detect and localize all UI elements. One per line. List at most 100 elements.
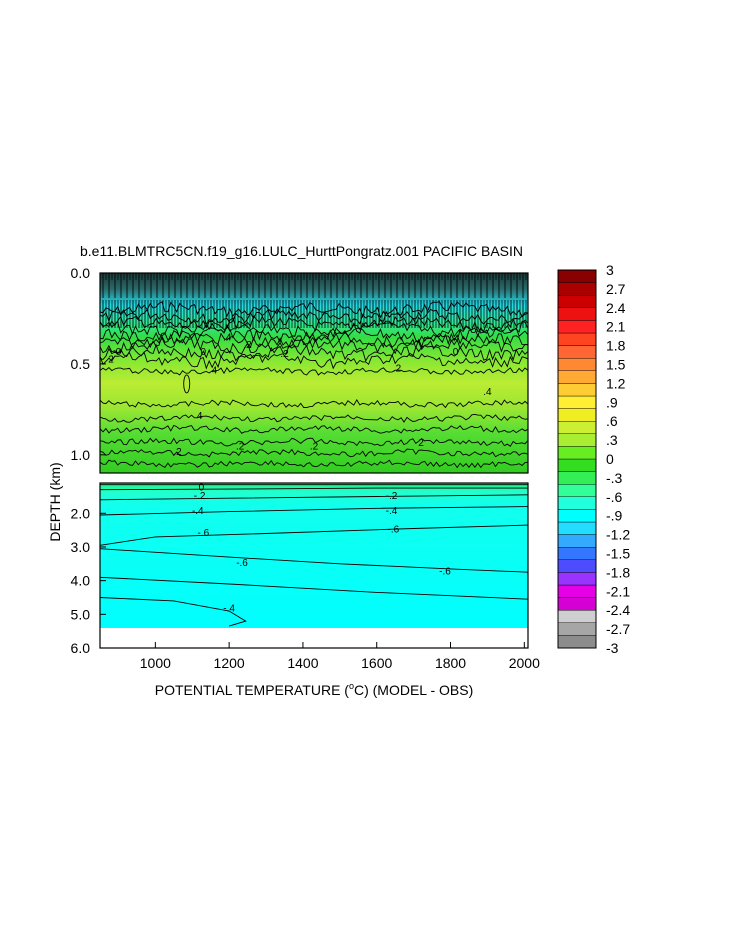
colorbar-swatch [557,282,597,296]
colorbar-swatch [557,622,597,636]
colorbar-label: -1.8 [606,564,630,580]
upper-contour-line [99,320,529,339]
contour-label: .4 [223,333,232,344]
x-axis-label: POTENTIAL TEMPERATURE (oC) (MODEL - OBS) [155,681,474,698]
upper-contour-ellipse [183,374,191,394]
colorbar-label: -1.5 [606,546,630,562]
y-axis-upper: 0.0 0.5 1.0 [71,265,106,463]
colorbar-label: .3 [606,432,618,448]
upper-contour-line [99,337,529,355]
contour-label: -.2 [386,491,398,502]
lower-contour-line [99,524,529,546]
contour-label: 4 [197,411,203,422]
colorbar-label: -.9 [606,508,623,524]
upper-contour-line [99,424,529,434]
colorbar-swatch [557,307,597,321]
upper-contour-line [99,343,529,363]
x-axis-label-main: POTENTIAL TEMPERATURE ( [155,682,350,698]
colorbar-swatch [557,320,597,334]
y-tick-label: 4.0 [71,573,91,589]
contour-label: .0 [450,347,459,358]
colorbar-label: -.6 [606,489,623,505]
colorbar-swatch [557,496,597,510]
x-axis-label-sup: o [349,681,354,691]
upper-contour-line [99,308,529,326]
contour-label: 2 [108,354,114,365]
colorbar-label: 1.2 [606,375,626,391]
colorbar-swatch [557,395,597,409]
x-tick-label: 1400 [287,655,318,671]
y-tick-label: 6.0 [71,640,91,656]
colorbar-swatch [557,383,597,397]
upper-contour-line [99,315,529,333]
contour-label: -.4 [223,604,235,615]
upper-contour-line [99,413,529,423]
colorbar [557,269,597,649]
chart-title: b.e11.BLMTRC5CN.f19_g16.LULC_HurttPongra… [80,243,523,259]
lower-contour-line [99,548,529,573]
y-tick-label: 5.0 [71,606,91,622]
lower-panel: 0-.2 -.2-.4 -.4-.6 -.6-.6-.6-.4 [99,482,529,649]
y-tick-label: 0.0 [71,265,91,281]
upper-contour-line [99,331,529,350]
contour-label: .2 [243,340,252,351]
lower-contour-line [99,576,529,600]
lower-contour-lines [99,484,529,627]
colorbar-labels: 3 2.7 2.4 2.1 1.8 1.5 1.2 .9 .6 .3 0 -.3 -.6 -.9 -1.2 -… [606,262,630,656]
colorbar-swatch [557,295,597,309]
colorbar-label: -.3 [606,470,623,486]
x-tick-label: 1000 [140,655,171,671]
lower-panel-fill [100,483,528,628]
contour-label: 0 [201,347,207,358]
colorbar-swatch [557,345,597,359]
contour-label: .2 [173,447,182,458]
colorbar-swatch [557,370,597,384]
contour-label: .2 [280,349,289,360]
upper-panel-noise [100,273,528,328]
upper-contour-line [99,459,529,469]
y-tick-label: 2.0 [71,505,91,521]
colorbar-label: -1.2 [606,527,630,543]
upper-contour-lines [99,301,529,469]
y-tick-label: 0.5 [71,356,91,372]
lower-contour-line [99,506,529,516]
colorbar-label: 1.8 [606,338,626,354]
y-axis-lower: 2.0 3.0 4.0 5.0 6.0 [71,505,106,656]
contour-label: 2 [418,438,424,449]
colorbar-swatch [557,572,597,586]
contour-label: -.6 [387,524,399,535]
contour-label: 4 [212,365,218,376]
y-axis-label: DEPTH (km) [47,462,63,541]
x-axis: 1000 1200 1400 1600 1800 2000 [140,642,540,671]
lower-contour-line [99,494,529,501]
contour-label: -.6 [197,528,209,539]
lower-panel-frame [99,482,529,649]
contour-label: .2 [236,442,245,453]
colorbar-frame [557,269,597,649]
colorbar-label: -2.7 [606,621,630,637]
colorbar-swatch [557,597,597,611]
contour-label: -.2 [194,491,206,502]
lower-contour-labels: 0-.2 -.2-.4 -.4-.6 -.6-.6-.6-.4 [192,482,451,614]
colorbar-swatch [557,534,597,548]
upper-panel: 20 0.2.2.2.444.0.4.2.2.2 2 [99,272,529,474]
colorbar-swatch [557,584,597,598]
lower-contour-line [99,597,247,627]
colorbar-swatch [557,547,597,561]
colorbar-swatch [557,559,597,573]
x-tick-label: 2000 [509,655,540,671]
x-axis-label-rest: C) (MODEL - OBS) [354,682,473,698]
colorbar-label: 2.4 [606,300,626,316]
colorbar-label: -3 [606,640,619,656]
colorbar-swatch [557,332,597,346]
contour-label: -.6 [439,567,451,578]
upper-panel-frame [99,272,529,474]
colorbar-label: 0 [606,451,614,467]
upper-contour-line [99,352,529,370]
x-tick-label: 1800 [435,655,466,671]
lower-contour-line [99,487,528,491]
contour-label: .4 [483,387,492,398]
colorbar-label: 1.5 [606,357,626,373]
colorbar-swatch [557,471,597,485]
